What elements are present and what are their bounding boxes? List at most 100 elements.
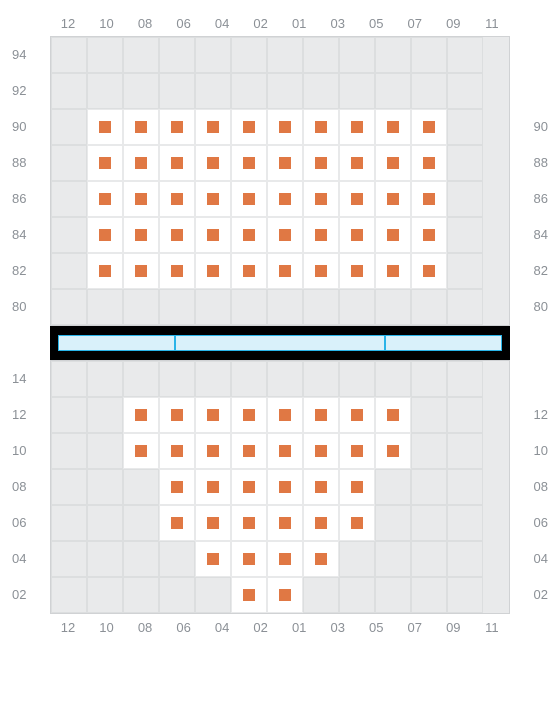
seat-cell[interactable]: [195, 217, 231, 253]
seat-cell[interactable]: [231, 469, 267, 505]
seat-cell[interactable]: [87, 181, 123, 217]
seat-cell[interactable]: [87, 109, 123, 145]
seat-cell[interactable]: [303, 469, 339, 505]
empty-cell: [447, 577, 483, 613]
seat-cell[interactable]: [159, 145, 195, 181]
seat-cell[interactable]: [267, 181, 303, 217]
seat-cell[interactable]: [87, 253, 123, 289]
seat-cell[interactable]: [195, 397, 231, 433]
seat-cell[interactable]: [375, 433, 411, 469]
seat-cell[interactable]: [195, 253, 231, 289]
seat-cell[interactable]: [267, 145, 303, 181]
seat-cell[interactable]: [303, 433, 339, 469]
seat-cell[interactable]: [231, 397, 267, 433]
seat-cell[interactable]: [411, 109, 447, 145]
seat-cell[interactable]: [159, 109, 195, 145]
seat-cell[interactable]: [195, 505, 231, 541]
seat-cell[interactable]: [267, 469, 303, 505]
seat-cell[interactable]: [267, 577, 303, 613]
seat-cell[interactable]: [411, 253, 447, 289]
seat-cell[interactable]: [231, 109, 267, 145]
seat-cell[interactable]: [375, 181, 411, 217]
seat-cell[interactable]: [123, 145, 159, 181]
seat-cell[interactable]: [195, 145, 231, 181]
seat-cell[interactable]: [159, 505, 195, 541]
seat-marker: [387, 121, 399, 133]
seat-cell[interactable]: [339, 469, 375, 505]
axis-label: 06: [166, 10, 202, 36]
seat-marker: [207, 445, 219, 457]
seat-cell[interactable]: [123, 397, 159, 433]
seat-cell[interactable]: [267, 253, 303, 289]
seat-cell[interactable]: [339, 217, 375, 253]
seat-cell[interactable]: [159, 217, 195, 253]
seat-cell[interactable]: [339, 109, 375, 145]
seat-cell[interactable]: [195, 469, 231, 505]
seat-cell[interactable]: [375, 253, 411, 289]
empty-cell: [303, 37, 339, 73]
seat-cell[interactable]: [303, 397, 339, 433]
seat-cell[interactable]: [123, 433, 159, 469]
empty-cell: [267, 73, 303, 109]
seat-cell[interactable]: [375, 109, 411, 145]
axis-label: 03: [320, 10, 356, 36]
empty-cell: [375, 469, 411, 505]
seat-cell[interactable]: [123, 109, 159, 145]
seat-cell[interactable]: [195, 433, 231, 469]
seat-cell[interactable]: [231, 253, 267, 289]
row-label-left: 90: [10, 108, 50, 144]
seat-cell[interactable]: [123, 181, 159, 217]
seat-cell[interactable]: [87, 217, 123, 253]
seat-cell[interactable]: [267, 397, 303, 433]
seat-cell[interactable]: [159, 397, 195, 433]
seat-cell[interactable]: [303, 505, 339, 541]
seat-cell[interactable]: [303, 109, 339, 145]
seat-cell[interactable]: [411, 217, 447, 253]
seat-cell[interactable]: [195, 541, 231, 577]
seat-cell[interactable]: [303, 253, 339, 289]
seat-marker: [351, 445, 363, 457]
seat-cell[interactable]: [267, 433, 303, 469]
seat-cell[interactable]: [231, 577, 267, 613]
seat-cell[interactable]: [375, 145, 411, 181]
seat-cell[interactable]: [159, 433, 195, 469]
seat-cell[interactable]: [267, 505, 303, 541]
seat-cell[interactable]: [339, 253, 375, 289]
seat-cell[interactable]: [411, 181, 447, 217]
seat-cell[interactable]: [123, 253, 159, 289]
seat-cell[interactable]: [375, 397, 411, 433]
seat-cell[interactable]: [267, 109, 303, 145]
seat-cell[interactable]: [231, 145, 267, 181]
seat-cell[interactable]: [231, 541, 267, 577]
seat-cell[interactable]: [339, 181, 375, 217]
seat-cell[interactable]: [87, 145, 123, 181]
seat-cell[interactable]: [303, 217, 339, 253]
seat-cell[interactable]: [231, 433, 267, 469]
empty-cell: [123, 289, 159, 325]
seat-cell[interactable]: [411, 145, 447, 181]
empty-cell: [339, 577, 375, 613]
seat-cell[interactable]: [339, 505, 375, 541]
seat-cell[interactable]: [303, 181, 339, 217]
seat-cell[interactable]: [267, 217, 303, 253]
seat-cell[interactable]: [231, 217, 267, 253]
seat-cell[interactable]: [303, 145, 339, 181]
seat-cell[interactable]: [339, 397, 375, 433]
seat-cell[interactable]: [231, 505, 267, 541]
seat-cell[interactable]: [339, 145, 375, 181]
seat-cell[interactable]: [195, 109, 231, 145]
seat-marker: [315, 265, 327, 277]
seat-cell[interactable]: [375, 217, 411, 253]
seat-cell[interactable]: [231, 181, 267, 217]
seat-cell[interactable]: [195, 181, 231, 217]
row-label-right: 04: [510, 540, 550, 576]
seat-cell[interactable]: [159, 469, 195, 505]
seat-cell[interactable]: [303, 541, 339, 577]
seat-cell[interactable]: [339, 433, 375, 469]
seat-marker: [171, 265, 183, 277]
seat-cell[interactable]: [159, 253, 195, 289]
seat-cell[interactable]: [267, 541, 303, 577]
seat-cell[interactable]: [123, 217, 159, 253]
seat-cell[interactable]: [159, 181, 195, 217]
axis-label: 08: [127, 10, 163, 36]
